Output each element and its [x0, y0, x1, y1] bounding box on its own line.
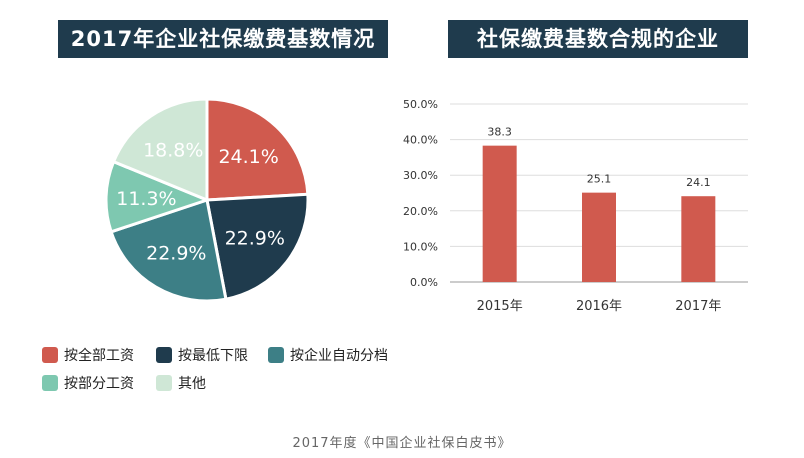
y-tick-label-0: 0.0%	[410, 276, 438, 289]
legend-swatch-2	[268, 347, 284, 363]
bar-2	[681, 196, 716, 282]
legend-item-4: 其他	[156, 374, 206, 394]
bar-1	[582, 192, 616, 282]
legend-swatch-1	[156, 347, 172, 363]
pie-label-0: 24.1%	[218, 146, 278, 168]
bar-value-label-1: 25.1	[587, 173, 612, 186]
pie-label-1: 22.9%	[225, 227, 285, 249]
y-tick-label-2: 20.0%	[403, 205, 438, 218]
source-note: 2017年度《中国企业社保白皮书》	[292, 436, 512, 451]
legend-item-0: 按全部工资	[42, 346, 134, 366]
pie-slice-0	[205, 97, 310, 202]
pie-label-2: 22.9%	[146, 242, 206, 264]
legend-swatch-4	[156, 375, 172, 391]
y-tick-label-5: 50.0%	[403, 98, 438, 111]
pie-label-4: 18.8%	[143, 140, 203, 162]
legend-item-1: 按最低下限	[156, 346, 248, 366]
bar-0	[482, 145, 517, 282]
legend-label-3: 按部分工资	[64, 376, 134, 392]
pie-chart-title: 2017年企业社保缴费基数情况	[58, 20, 388, 58]
legend-label-1: 按最低下限	[178, 348, 248, 364]
x-tick-label-0: 2015年	[477, 299, 523, 314]
pie-slice-2	[109, 198, 228, 303]
legend-swatch-0	[42, 347, 58, 363]
x-tick-label-1: 2016年	[576, 299, 622, 314]
legend-label-2: 按企业自动分档	[290, 348, 388, 364]
bar-chart-title: 社保缴费基数合规的企业	[448, 20, 748, 58]
x-tick-label-2: 2017年	[675, 299, 721, 314]
y-tick-label-4: 40.0%	[403, 134, 438, 147]
bar-value-label-0: 38.3	[487, 126, 512, 139]
legend-label-4: 其他	[178, 376, 206, 392]
pie-slice-1	[205, 192, 310, 301]
y-tick-label-1: 10.0%	[403, 240, 438, 253]
legend-swatch-3	[42, 375, 58, 391]
pie-slice-4	[111, 97, 209, 203]
legend-label-0: 按全部工资	[64, 348, 134, 364]
pie-label-3: 11.3%	[116, 188, 176, 210]
bar-value-label-2: 24.1	[686, 176, 711, 189]
legend-item-3: 按部分工资	[42, 374, 134, 394]
legend-item-2: 按企业自动分档	[268, 346, 388, 366]
y-tick-label-3: 30.0%	[403, 169, 438, 182]
